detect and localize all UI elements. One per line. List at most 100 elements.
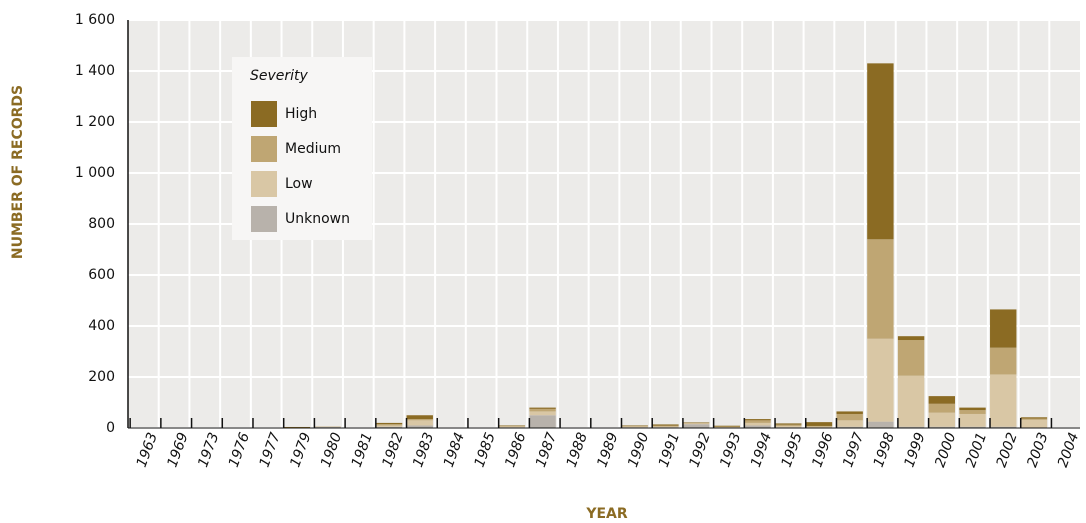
bar-segment: [621, 426, 648, 428]
x-tick-label: 1990: [625, 430, 652, 469]
y-tick-label: 400: [88, 318, 115, 334]
x-tick-label: 1976: [226, 430, 253, 469]
bar-segment: [836, 420, 863, 427]
x-axis-label: YEAR: [585, 506, 628, 522]
bar-segment: [990, 426, 1017, 428]
bar-segment: [652, 425, 679, 427]
legend-label: High: [285, 106, 317, 122]
bar-segment: [652, 424, 679, 426]
bar-segment: [498, 425, 526, 427]
bar-segment: [744, 422, 771, 426]
x-tick-label: 1995: [779, 430, 806, 469]
x-tick-label: 1983: [410, 431, 437, 470]
bar-segment: [867, 338, 894, 422]
bar-segment: [867, 239, 894, 339]
x-tick-label: 1994: [748, 431, 775, 470]
y-tick-label: 600: [88, 267, 115, 283]
x-tick-label: 1997: [840, 430, 867, 469]
x-tick-label: 1981: [349, 431, 376, 470]
y-tick-label: 1 200: [75, 114, 115, 130]
legend-title: Severity: [250, 68, 309, 84]
bar-segment: [1020, 417, 1048, 419]
bar-segment: [867, 63, 894, 240]
x-tick-label: 2003: [1024, 431, 1051, 470]
bar-segment: [406, 420, 433, 426]
legend-swatch: [251, 136, 277, 162]
bar-segment: [283, 426, 311, 428]
x-tick-label: 1979: [287, 430, 314, 469]
bar-segment: [775, 424, 802, 426]
bar-segment: [990, 309, 1017, 348]
bar-segment: [897, 336, 925, 341]
bar-segment: [498, 426, 526, 428]
bar-segment: [682, 422, 710, 423]
bar-segment: [867, 421, 894, 428]
bar-segment: [713, 425, 741, 427]
bar-segment: [897, 340, 925, 376]
bar-segment: [836, 426, 863, 428]
legend-swatch: [251, 101, 277, 127]
bar-segment: [897, 426, 925, 428]
bar-segment: [314, 426, 341, 427]
y-tick-label: 1 000: [75, 165, 115, 181]
bar-segment: [959, 410, 986, 414]
x-tick-label: 1986: [502, 430, 529, 469]
bar-segment: [990, 347, 1017, 375]
y-tick-label: 0: [106, 420, 115, 436]
bar-segment: [928, 412, 956, 427]
bar-segment: [805, 425, 833, 427]
legend-label: Unknown: [285, 211, 350, 227]
bar-segment: [928, 403, 956, 413]
x-tick-label: 1996: [809, 430, 836, 469]
bar-segment: [652, 426, 679, 428]
bar-segment: [498, 425, 526, 426]
bar-segment: [928, 396, 956, 404]
bar-segment: [621, 425, 648, 426]
bar-segment: [744, 420, 771, 423]
x-tick-label: 1982: [379, 430, 406, 469]
x-tick-label: 1977: [257, 430, 284, 469]
x-tick-label: 1987: [533, 430, 560, 469]
y-tick-label: 800: [88, 216, 115, 232]
x-tick-label: 2004: [1055, 431, 1082, 470]
bar-segment: [805, 422, 833, 426]
bar-segment: [744, 419, 771, 421]
bar-segment: [375, 426, 403, 428]
bar-segment: [836, 411, 863, 414]
x-tick-label: 2002: [994, 430, 1021, 469]
bar-segment: [1020, 418, 1048, 420]
bar-segment: [406, 425, 433, 428]
x-tick-label: 1999: [901, 430, 928, 469]
x-tick-label: 1980: [318, 430, 345, 469]
x-tick-label: 1984: [441, 431, 468, 470]
bar-segment: [406, 419, 433, 421]
x-tick-label: 1985: [472, 430, 499, 469]
legend-swatch: [251, 171, 277, 197]
bar-segment: [375, 422, 403, 425]
y-tick-label: 1 600: [75, 12, 115, 28]
bar-segment: [775, 423, 802, 425]
x-tick-label: 1973: [195, 431, 222, 470]
bar-segment: [805, 426, 833, 428]
bar-segment: [959, 413, 986, 427]
bar-segment: [990, 374, 1017, 427]
bar-segment: [621, 425, 648, 427]
bar-segment: [959, 426, 986, 428]
bar-segment: [928, 426, 956, 428]
x-tick-label: 2001: [963, 431, 990, 470]
x-tick-label: 1998: [871, 430, 898, 469]
y-tick-label: 200: [88, 369, 115, 385]
bar-segment: [529, 411, 556, 416]
y-tick-label: 1 400: [75, 63, 115, 79]
x-tick-label: 1963: [134, 431, 161, 470]
bar-segment: [375, 424, 403, 426]
x-tick-label: 2000: [932, 430, 959, 469]
bar-segment: [836, 413, 863, 421]
x-tick-label: 1993: [717, 431, 744, 470]
x-tick-label: 1969: [164, 430, 191, 469]
x-tick-label: 1991: [656, 431, 683, 470]
bar-segment: [529, 408, 556, 412]
bar-segment: [682, 424, 710, 428]
bar-segment: [529, 415, 556, 428]
